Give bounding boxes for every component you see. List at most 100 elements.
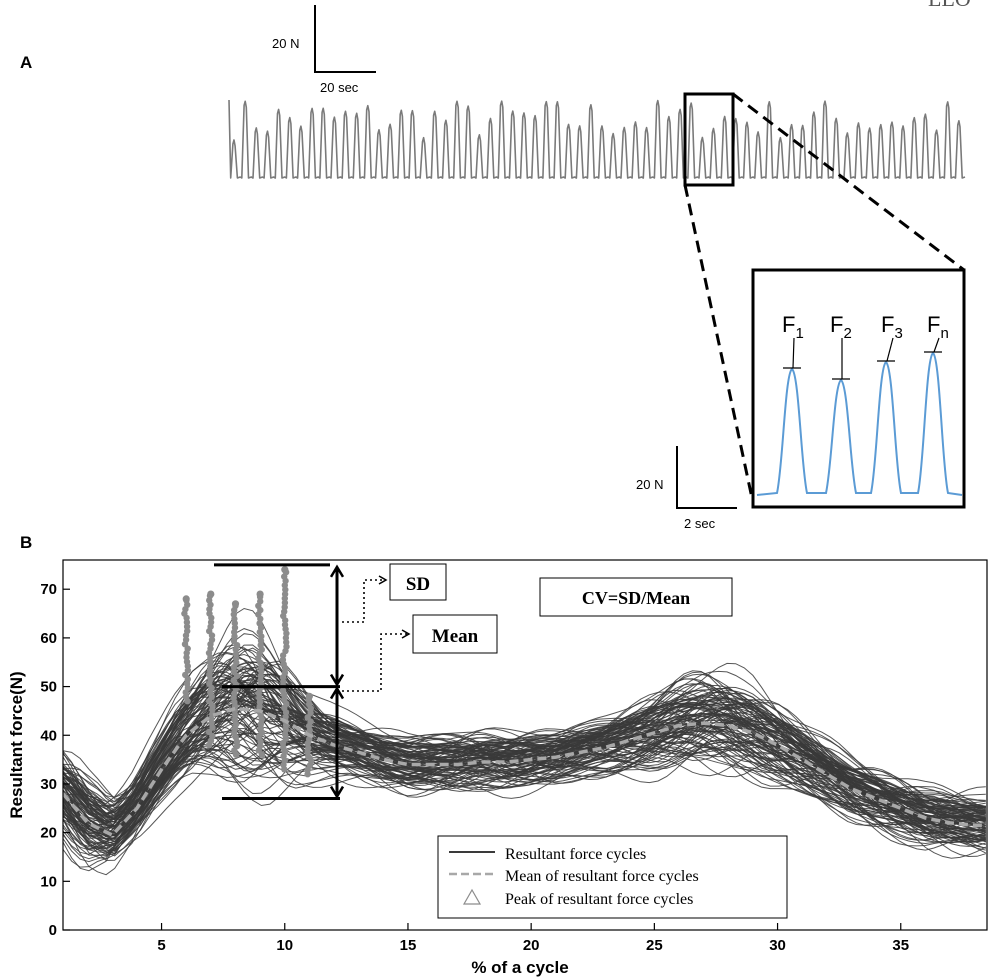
sd-upper-arrow-head-top	[329, 564, 345, 578]
cycle-curve	[63, 667, 986, 816]
peak-marker	[209, 733, 216, 740]
cycle-curve	[63, 747, 986, 854]
zoom-line-upper	[732, 92, 965, 272]
legend-swatch-peak	[462, 888, 482, 905]
cycle-curve	[63, 725, 986, 840]
peak-markers	[181, 566, 315, 778]
legend-entry-cycles: Resultant force cycles	[505, 846, 646, 863]
x-tick-label: 20	[523, 937, 540, 954]
inset-peak-leader	[933, 337, 940, 353]
x-tick-label: 35	[892, 937, 909, 954]
peak-marker	[230, 677, 237, 684]
cycle-curve	[63, 689, 987, 830]
x-tick-label: 30	[769, 937, 786, 954]
sd-callout: SD	[389, 563, 447, 601]
scale-bar-inset: 20 N 2 sec	[636, 446, 737, 531]
sd-label: SD	[406, 574, 430, 595]
inset-frame	[751, 268, 966, 509]
inset-peak-subscript: 2	[843, 325, 851, 342]
y-tick-label: 20	[40, 825, 57, 842]
peak-marker	[182, 595, 190, 603]
legend: Resultant force cycles Mean of resultant…	[437, 835, 788, 919]
y-tick-label: 50	[40, 679, 57, 696]
cv-label: CV=SD/Mean	[582, 588, 690, 608]
peak-marker	[233, 642, 241, 649]
raw-force-trace	[228, 99, 966, 179]
mean-curve	[63, 706, 987, 838]
x-tick-label: 10	[276, 937, 293, 954]
scale-bar-a: 20 N 20 sec	[272, 5, 376, 95]
cv-callout: CV=SD/Mean	[539, 577, 733, 617]
zoom-box	[683, 92, 735, 187]
axes: 5 10 15 20 25 30 35 0 10 20 30 40 50 60 70	[40, 581, 909, 954]
inset-scale-force-label: 20 N	[636, 477, 663, 492]
zoom-inset: F1 F2 F3 Fn	[751, 268, 966, 509]
peak-marker	[207, 590, 215, 598]
corner-mark: LLO	[928, 0, 971, 11]
y-tick-label: 0	[49, 922, 57, 939]
y-axis-label: Resultant force(N)	[7, 671, 26, 818]
scale-time-label: 20 sec	[320, 80, 359, 95]
inset-force-trace	[756, 351, 963, 496]
cycle-curve	[63, 727, 986, 834]
plot-frame	[62, 559, 988, 931]
y-tick-label: 40	[40, 727, 57, 744]
cycle-curve	[63, 740, 986, 846]
legend-entry-peak: Peak of resultant force cycles	[505, 891, 693, 908]
cycle-curve	[63, 685, 986, 821]
inset-scale-time-label: 2 sec	[684, 516, 716, 531]
x-tick-label: 5	[157, 937, 165, 954]
cycle-curve	[63, 660, 986, 833]
cycle-curve	[63, 657, 986, 848]
cycle-curve	[63, 633, 986, 824]
inset-peak-subscript: 3	[894, 325, 902, 342]
cycle-curve	[63, 731, 986, 839]
sd-mean-annotation	[214, 563, 411, 801]
panel-a-label: A	[20, 53, 32, 72]
sd-upper-arrow-head-bottom	[329, 673, 345, 688]
sd-leader	[342, 575, 388, 623]
cycle-curve	[63, 733, 986, 849]
peak-marker	[231, 600, 240, 608]
sd-lower-arrow-head-top	[329, 686, 345, 700]
mean-leader	[342, 629, 411, 692]
cycle-curve	[63, 607, 986, 822]
cycle-curve	[63, 730, 986, 840]
y-tick-label: 10	[40, 873, 57, 890]
cycle-curve	[63, 703, 986, 831]
y-tick-label: 60	[40, 630, 57, 647]
peak-marker	[205, 728, 213, 736]
zoom-line-lower	[683, 184, 754, 499]
inset-peak-leader	[792, 337, 795, 369]
cycle-curve	[63, 660, 986, 816]
cycle-curve	[63, 681, 986, 828]
cycle-curve	[63, 730, 987, 854]
cycle-curve	[63, 652, 986, 827]
x-tick-label: 15	[400, 937, 417, 954]
cycle-curves	[63, 607, 987, 876]
legend-entry-mean: Mean of resultant force cycles	[505, 868, 699, 885]
inset-peak-subscript: n	[940, 325, 948, 342]
peak-marker	[207, 645, 214, 652]
mean-label: Mean	[432, 626, 479, 647]
peak-marker	[305, 692, 313, 700]
inset-peak-leader	[886, 337, 894, 362]
legend-box	[437, 835, 788, 919]
scale-force-label: 20 N	[272, 36, 299, 51]
cycle-curve	[63, 718, 986, 843]
peak-marker	[230, 668, 238, 675]
inset-peak-subscript: 1	[795, 325, 803, 342]
x-axis-label: % of a cycle	[471, 958, 568, 977]
panel-b-label: B	[20, 533, 32, 552]
peak-marker	[256, 590, 264, 598]
x-tick-label: 25	[646, 937, 663, 954]
y-tick-label: 70	[40, 581, 57, 598]
peak-marker	[281, 566, 289, 574]
sd-lower-arrow-head-bottom	[329, 785, 345, 799]
mean-callout: Mean	[412, 614, 498, 654]
zoom-selection	[683, 92, 965, 499]
cycle-curve	[63, 696, 986, 852]
y-tick-label: 30	[40, 776, 57, 793]
peak-marker	[209, 702, 216, 709]
